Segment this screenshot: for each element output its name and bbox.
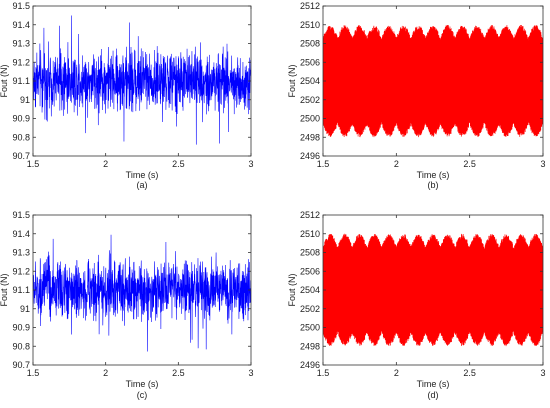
y-tick-label: 91 xyxy=(20,304,30,314)
x-tick-label: 2.5 xyxy=(172,368,185,378)
panel-d: 2496 2498 2500 2502 2504 2506 2508 2510 2512 1.5 2… xyxy=(287,210,546,400)
y-tick-label: 91.3 xyxy=(12,248,30,258)
series-line xyxy=(33,15,251,145)
y-tick-label: 91.4 xyxy=(12,20,30,30)
y-tick-label: 91.1 xyxy=(12,76,30,86)
series-line xyxy=(323,24,543,138)
y-tick-label: 2510 xyxy=(300,229,320,239)
y-tick-label: 90.9 xyxy=(12,114,30,124)
x-tick-label: 2 xyxy=(103,159,108,169)
y-tick-label: 91.2 xyxy=(12,57,30,67)
y-axis-label: Fout (N) xyxy=(287,273,297,306)
x-tick-label: 2 xyxy=(394,159,399,169)
x-tick-label: 2.5 xyxy=(463,159,476,169)
x-tick-label: 2 xyxy=(103,368,108,378)
y-tick-label: 91 xyxy=(20,95,30,105)
x-axis-label: Time (s) xyxy=(126,379,159,389)
y-tick-label: 2504 xyxy=(300,285,320,295)
x-tick-label: 2.5 xyxy=(172,159,185,169)
panel-caption: (b) xyxy=(428,180,439,190)
y-tick-label: 2508 xyxy=(300,248,320,258)
y-axis-label: Fout (N) xyxy=(287,64,297,97)
y-tick-label: 2506 xyxy=(300,266,320,276)
y-tick-label: 91.5 xyxy=(12,1,30,11)
y-tick-label: 2510 xyxy=(300,20,320,30)
y-tick-label: 90.8 xyxy=(12,132,30,142)
x-axis-label: Time (s) xyxy=(126,170,159,180)
y-tick-label: 2508 xyxy=(300,39,320,49)
y-tick-label: 2504 xyxy=(300,76,320,86)
y-tick-label: 91.2 xyxy=(12,266,30,276)
panel-caption: (a) xyxy=(137,180,148,190)
x-tick-label: 1.5 xyxy=(27,159,40,169)
x-tick-label: 1.5 xyxy=(27,368,40,378)
panel-caption: (d) xyxy=(428,390,439,400)
series-line xyxy=(33,234,251,352)
y-tick-label: 91.4 xyxy=(12,229,30,239)
y-tick-label: 91.3 xyxy=(12,39,30,49)
y-tick-label: 2502 xyxy=(300,304,320,314)
y-axis-label: Fout (N) xyxy=(0,273,9,306)
x-axis-label: Time (s) xyxy=(417,379,450,389)
series-line xyxy=(323,233,543,347)
x-tick-label: 3 xyxy=(540,368,545,378)
y-tick-label: 91.5 xyxy=(12,210,30,220)
y-tick-label: 2500 xyxy=(300,114,320,124)
panel-caption: (c) xyxy=(137,390,148,400)
y-axis-label: Fout (N) xyxy=(0,64,9,97)
y-tick-label: 91.1 xyxy=(12,285,30,295)
y-tick-label: 2502 xyxy=(300,95,320,105)
y-tick-label: 2506 xyxy=(300,57,320,67)
y-tick-label: 90.7 xyxy=(12,360,30,370)
y-tick-label: 2512 xyxy=(300,1,320,11)
panel-a: 90.7 90.8 90.9 91 91.1 91.2 91.3 91.4 91.5 1.5 2 2.… xyxy=(0,1,254,190)
y-tick-label: 2496 xyxy=(300,151,320,161)
x-tick-label: 3 xyxy=(540,159,545,169)
y-tick-label: 2500 xyxy=(300,323,320,333)
y-tick-label: 90.9 xyxy=(12,323,30,333)
y-tick-label: 90.8 xyxy=(12,341,30,351)
x-tick-label: 2 xyxy=(394,368,399,378)
y-tick-label: 2498 xyxy=(300,341,320,351)
y-tick-label: 2496 xyxy=(300,360,320,370)
x-tick-label: 3 xyxy=(248,159,253,169)
x-tick-label: 3 xyxy=(248,368,253,378)
x-tick-label: 1.5 xyxy=(317,368,330,378)
panel-c: 90.7 90.8 90.9 91 91.1 91.2 91.3 91.4 91.5 1.5 2 2.… xyxy=(0,210,254,400)
x-axis-label: Time (s) xyxy=(417,170,450,180)
y-tick-label: 2498 xyxy=(300,132,320,142)
y-tick-label: 2512 xyxy=(300,210,320,220)
panel-b: 2496 2498 2500 2502 2504 2506 2508 2510 2512 1.5 2… xyxy=(287,1,546,190)
x-tick-label: 2.5 xyxy=(463,368,476,378)
x-tick-label: 1.5 xyxy=(317,159,330,169)
y-tick-label: 90.7 xyxy=(12,151,30,161)
